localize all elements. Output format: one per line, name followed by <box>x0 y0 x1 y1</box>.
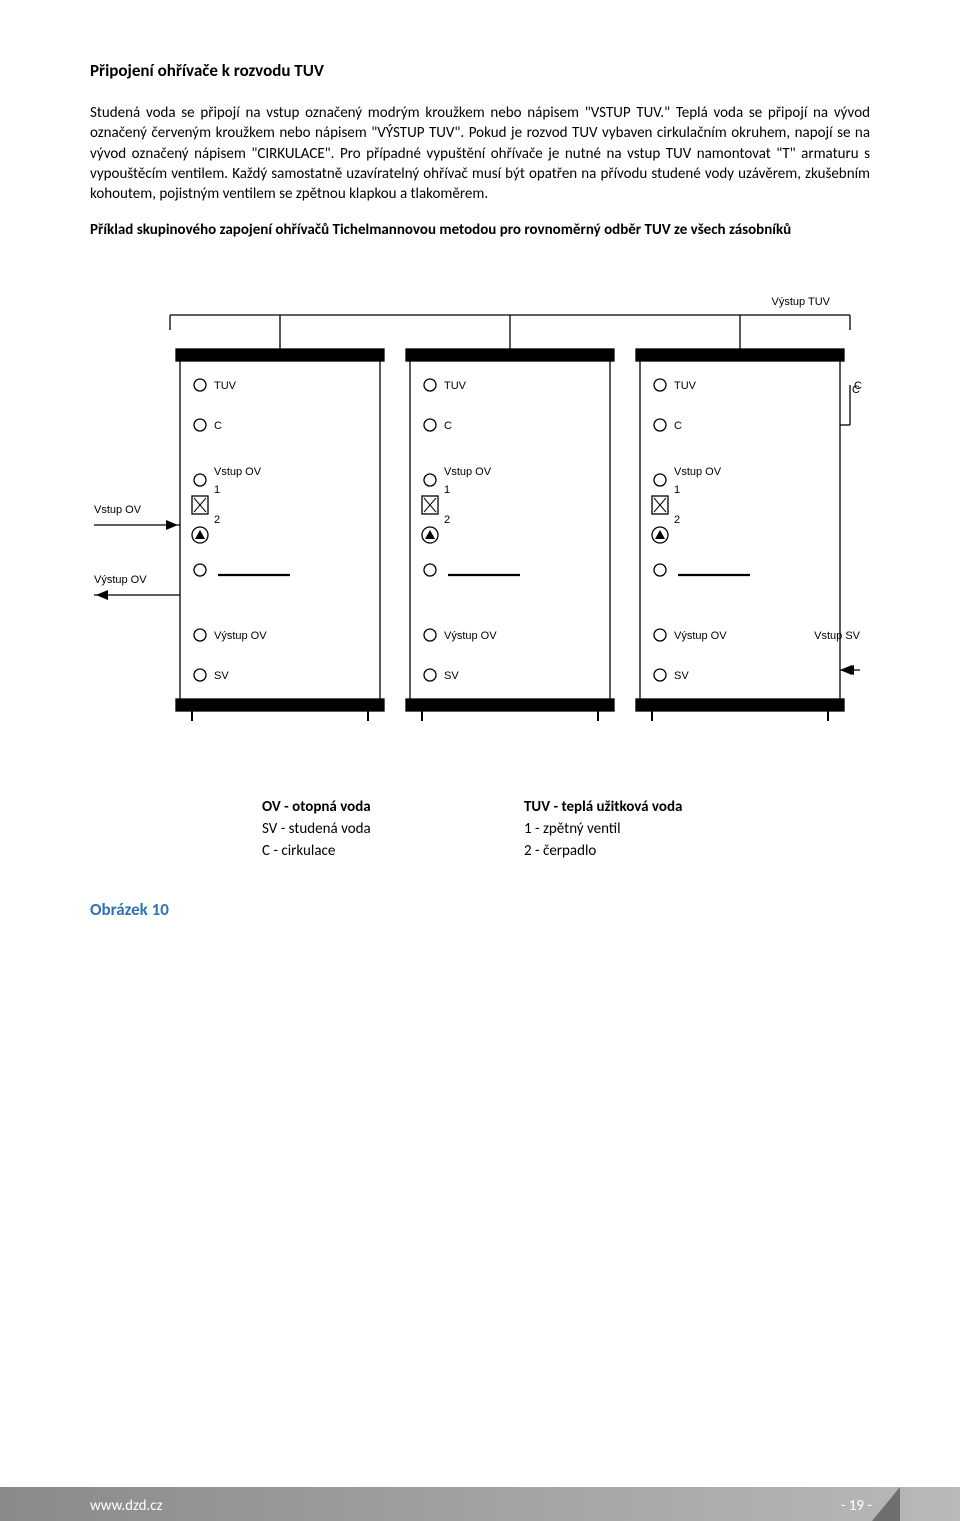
svg-text:Vstup OV: Vstup OV <box>214 466 262 478</box>
legend-c: C - cirkulace <box>262 841 522 861</box>
svg-text:SV: SV <box>214 670 229 682</box>
svg-text:Výstup TUV: Výstup TUV <box>772 296 831 308</box>
svg-text:Výstup OV: Výstup OV <box>444 630 497 642</box>
footer-triangle <box>872 1487 900 1521</box>
footer-url: www.dzd.cz <box>90 1497 163 1515</box>
page-footer: www.dzd.cz - 19 - <box>0 1487 960 1521</box>
svg-text:Vstup OV: Vstup OV <box>674 466 722 478</box>
svg-text:Výstup OV: Výstup OV <box>674 630 727 642</box>
figure-label: Obrázek 10 <box>90 899 870 920</box>
svg-text:Výstup OV: Výstup OV <box>214 630 267 642</box>
svg-text:Vstup OV: Vstup OV <box>94 504 142 516</box>
svg-text:SV: SV <box>444 670 459 682</box>
svg-text:2: 2 <box>214 514 220 526</box>
legend-ov: OV - otopná voda <box>262 798 371 816</box>
svg-text:2: 2 <box>674 514 680 526</box>
svg-text:C: C <box>444 420 452 432</box>
legend-1: 1 - zpětný ventil <box>524 819 682 839</box>
svg-text:TUV: TUV <box>674 380 697 392</box>
footer-page-number: - 19 - <box>841 1497 872 1515</box>
svg-text:1: 1 <box>214 484 220 496</box>
svg-text:SV: SV <box>674 670 689 682</box>
svg-text:Vstup OV: Vstup OV <box>444 466 492 478</box>
svg-text:1: 1 <box>444 484 450 496</box>
svg-text:1: 1 <box>674 484 680 496</box>
svg-text:C: C <box>854 380 862 392</box>
legend-table: OV - otopná voda TUV - teplá užitková vo… <box>260 795 684 863</box>
svg-text:TUV: TUV <box>214 380 237 392</box>
subheading: Příklad skupinového zapojení ohřívačů Ti… <box>90 220 870 240</box>
svg-text:Vstup SV: Vstup SV <box>814 630 861 642</box>
paragraph-1: Studená voda se připojí na vstup označen… <box>90 103 870 204</box>
legend-2: 2 - čerpadlo <box>524 841 682 861</box>
svg-text:C: C <box>674 420 682 432</box>
svg-text:C: C <box>214 420 222 432</box>
page-title: Připojení ohřívače k rozvodu TUV <box>90 60 870 81</box>
svg-text:TUV: TUV <box>444 380 467 392</box>
svg-text:2: 2 <box>444 514 450 526</box>
svg-text:Výstup OV: Výstup OV <box>94 574 147 586</box>
legend-sv: SV - studená voda <box>262 819 522 839</box>
legend-tuv: TUV - teplá užitková voda <box>524 798 682 816</box>
piping-diagram: Výstup TUV TUV C Vstup OV 1 2 Výstup OV SV TUV C V… <box>90 275 870 755</box>
